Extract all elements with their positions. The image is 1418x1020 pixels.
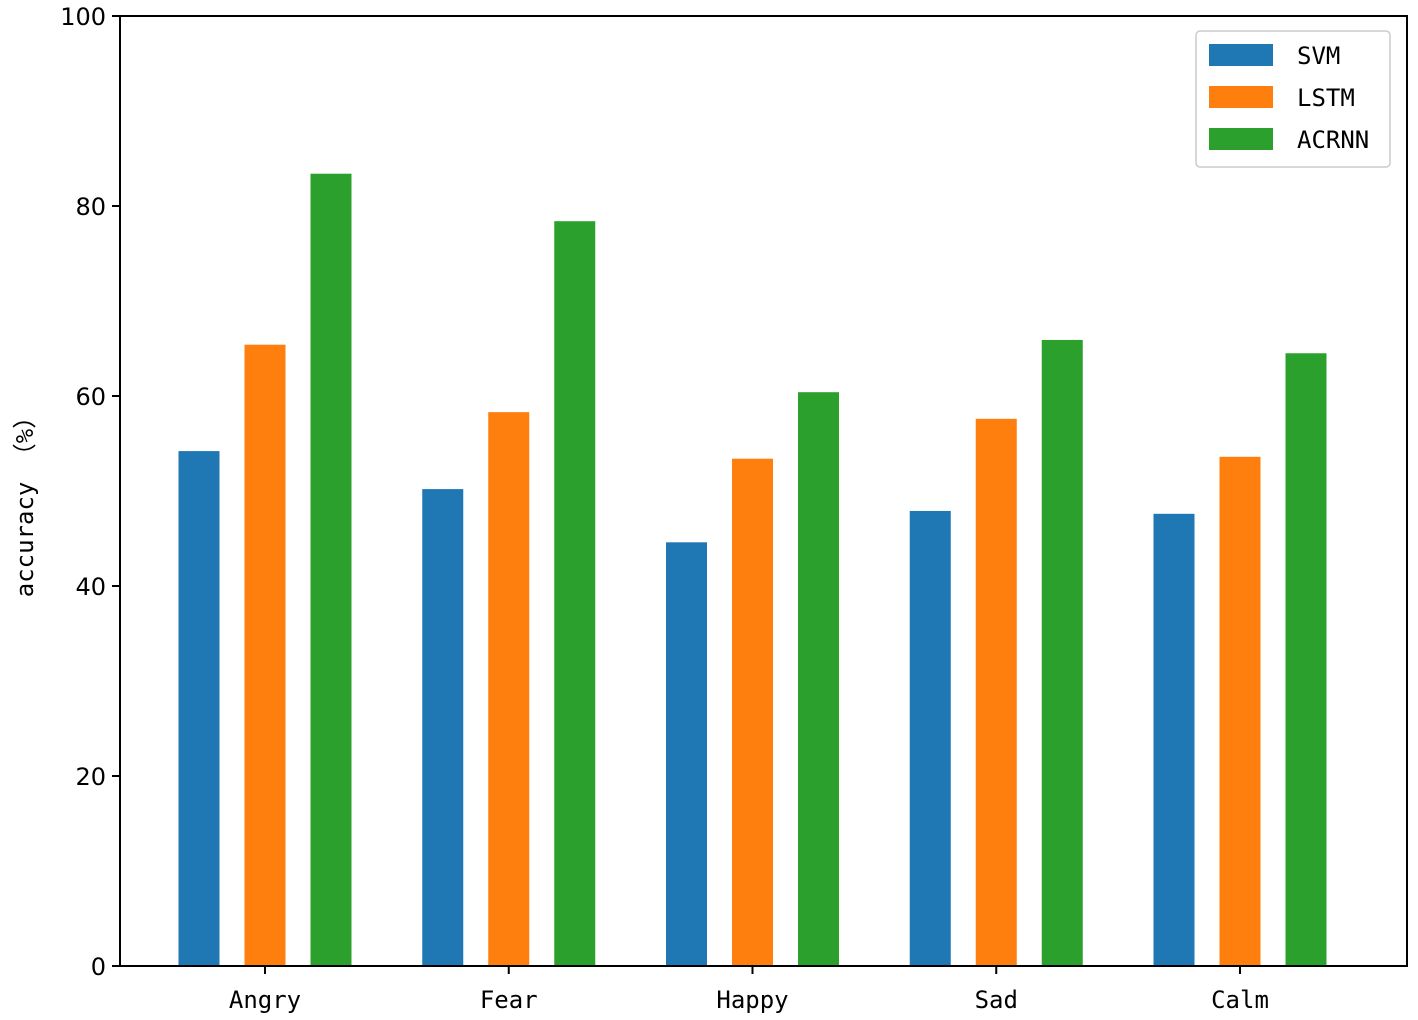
y-axis-label: accuracy （%） bbox=[11, 405, 39, 598]
legend-label-lstm: LSTM bbox=[1297, 84, 1355, 112]
plot-frame bbox=[119, 15, 1408, 967]
x-tick-label-happy: Happy bbox=[716, 986, 788, 1014]
legend-label-svm: SVM bbox=[1297, 42, 1340, 70]
bar-svm-angry bbox=[178, 451, 220, 967]
bar-lstm-calm bbox=[1219, 456, 1261, 966]
legend-swatch-svm bbox=[1209, 44, 1273, 66]
x-tick-label-calm: Calm bbox=[1211, 986, 1269, 1014]
bar-lstm-angry bbox=[244, 344, 286, 966]
bar-acrnn-fear bbox=[554, 221, 596, 966]
legend: SVM LSTM ACRNN bbox=[1195, 30, 1391, 168]
bar-acrnn-sad bbox=[1041, 339, 1083, 966]
y-tick-label: 0 bbox=[91, 953, 106, 981]
x-tick-label-angry: Angry bbox=[229, 986, 301, 1014]
y-tick-label: 100 bbox=[60, 3, 106, 31]
legend-swatch-lstm bbox=[1209, 86, 1273, 108]
bar-acrnn-angry bbox=[310, 173, 352, 966]
bar-acrnn-happy bbox=[798, 392, 839, 966]
bar-lstm-fear bbox=[488, 412, 530, 966]
bar-lstm-happy bbox=[732, 458, 773, 966]
axes-group: 0 20 40 60 80 100 Angry Fear Happy Sad Calm accurac… bbox=[11, 3, 1408, 1014]
bar-acrnn-calm bbox=[1285, 353, 1327, 966]
bars-group bbox=[178, 173, 1327, 967]
y-tick-label: 80 bbox=[75, 193, 106, 221]
bar-svm-happy bbox=[666, 542, 707, 966]
x-tick-label-fear: Fear bbox=[480, 986, 538, 1014]
y-tick-label: 60 bbox=[75, 383, 106, 411]
legend-label-acrnn: ACRNN bbox=[1297, 126, 1369, 154]
bar-svm-fear bbox=[422, 489, 464, 966]
bar-svm-calm bbox=[1153, 513, 1195, 966]
bar-svm-sad bbox=[909, 510, 951, 966]
x-tick-label-sad: Sad bbox=[975, 986, 1018, 1014]
y-tick-label: 40 bbox=[75, 573, 106, 601]
bar-lstm-sad bbox=[975, 418, 1017, 966]
y-tick-label: 20 bbox=[75, 763, 106, 791]
legend-swatch-acrnn bbox=[1209, 128, 1273, 150]
